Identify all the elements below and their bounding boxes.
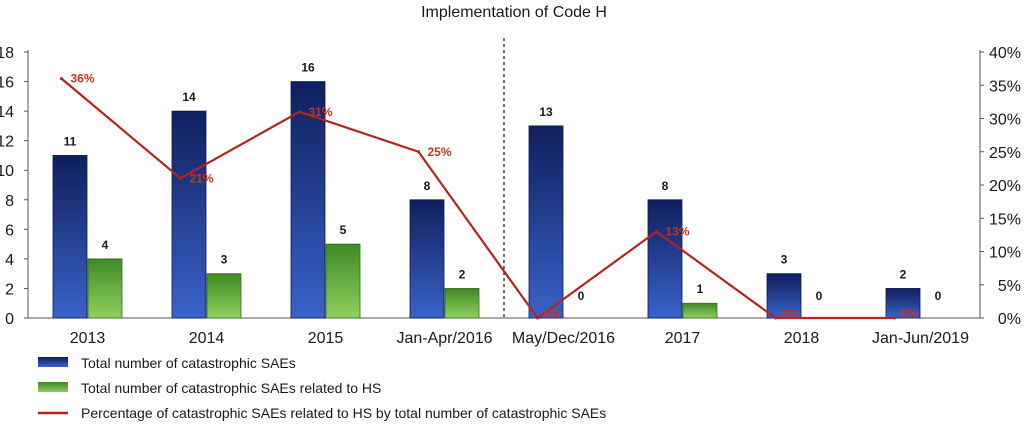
percentage-value-label: 0% (544, 307, 562, 321)
left-tick-label: 12 (0, 134, 14, 151)
hs-sae-bar (206, 273, 242, 319)
total-sae-bar (409, 199, 445, 319)
total-sae-value-label: 14 (182, 90, 196, 104)
percentage-value-label: 21% (190, 171, 214, 185)
hs-sae-value-label: 0 (935, 289, 942, 303)
percentage-value-label: 25% (428, 145, 452, 159)
hs-sae-value-label: 2 (459, 267, 466, 281)
percentage-point (60, 77, 63, 81)
category-label: Jan-Apr/2016 (396, 330, 492, 347)
percentage-point (417, 150, 420, 154)
hs-sae-bar (87, 258, 123, 319)
hs-sae-value-label: 1 (697, 282, 704, 296)
total-sae-value-label: 3 (781, 253, 788, 267)
left-tick-label: 14 (0, 104, 14, 121)
total-sae-value-label: 8 (662, 179, 669, 193)
hs-sae-bar (682, 302, 718, 319)
right-tick-label: 35% (989, 78, 1021, 95)
right-tick-label: 30% (989, 112, 1021, 129)
percentage-value-label: 0% (901, 307, 919, 321)
right-tick-label: 40% (989, 45, 1021, 62)
legend-swatch (38, 382, 68, 392)
right-tick-label: 0% (998, 311, 1021, 328)
percentage-point (536, 316, 539, 320)
total-sae-value-label: 13 (539, 105, 553, 119)
total-sae-bar (885, 288, 921, 319)
category-label: 2015 (308, 330, 344, 347)
total-sae-value-label: 8 (424, 179, 431, 193)
total-sae-value-label: 11 (64, 134, 77, 148)
percentage-polyline (60, 77, 895, 320)
legend-label: Percentage of catastrophic SAEs related … (81, 405, 606, 421)
legend-swatch (38, 357, 68, 367)
total-sae-bar (290, 81, 326, 319)
right-tick-label: 15% (989, 211, 1021, 228)
percentage-point (298, 110, 301, 114)
legend: Total number of catastrophic SAEs Total n… (38, 355, 606, 421)
hs-sae-value-label: 0 (816, 289, 823, 303)
total-sae-value-label: 16 (301, 61, 315, 75)
category-label: 2018 (784, 330, 820, 347)
axes: 0246810121416180%5%10%15%20%25%30%35%40%… (0, 38, 1021, 347)
category-label: Jan-Jun/2019 (872, 330, 969, 347)
legend-label: Total number of catastrophic SAEs (81, 355, 296, 371)
category-label: May/Dec/2016 (512, 330, 615, 347)
total-sae-bar (171, 110, 207, 319)
percentage-value-label: 36% (71, 72, 95, 86)
bars (52, 81, 921, 319)
total-sae-bar (528, 125, 564, 319)
hs-sae-bar (325, 243, 361, 319)
percentage-value-label: 0% (782, 307, 800, 321)
percentage-point (774, 316, 777, 320)
hs-sae-value-label: 3 (221, 253, 228, 267)
right-tick-label: 20% (989, 178, 1021, 195)
percentage-point (655, 230, 658, 234)
hs-sae-bar (444, 288, 480, 319)
left-tick-label: 10 (0, 163, 14, 180)
total-sae-bar (52, 155, 88, 319)
percentage-value-label: 13% (666, 225, 690, 239)
total-sae-bar (647, 199, 683, 319)
percentage-line (60, 77, 896, 320)
category-label: 2013 (70, 330, 106, 347)
left-tick-label: 6 (5, 222, 14, 239)
left-tick-label: 2 (5, 281, 14, 298)
percentage-value-label: 31% (309, 105, 333, 119)
left-tick-label: 18 (0, 45, 14, 62)
right-tick-label: 5% (998, 278, 1021, 295)
hs-sae-value-label: 5 (340, 223, 347, 237)
right-tick-label: 25% (989, 145, 1021, 162)
category-label: 2017 (665, 330, 701, 347)
left-tick-label: 0 (5, 311, 14, 328)
left-tick-label: 8 (5, 193, 14, 210)
percentage-point (893, 316, 896, 320)
category-label: 2014 (189, 330, 225, 347)
total-sae-bar (766, 273, 802, 319)
left-tick-label: 16 (0, 75, 14, 92)
total-sae-value-label: 2 (900, 267, 907, 281)
legend-label: Total number of catastrophic SAEs relate… (81, 380, 381, 396)
hs-sae-value-label: 4 (102, 238, 109, 252)
chart-title: Implementation of Code H (421, 4, 607, 21)
right-tick-label: 10% (989, 245, 1021, 262)
left-tick-label: 4 (5, 252, 14, 269)
percentage-point (179, 176, 182, 180)
hs-sae-value-label: 0 (578, 289, 585, 303)
